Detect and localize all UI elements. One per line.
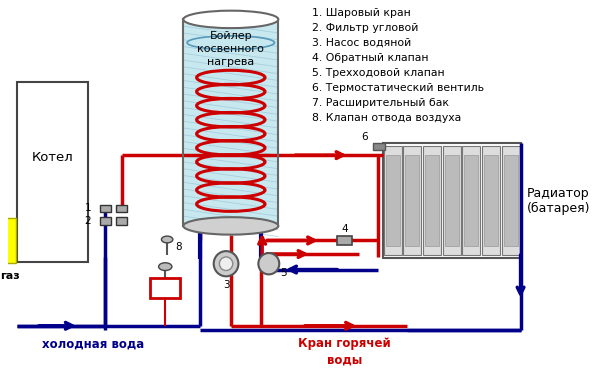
Bar [445,155,458,246]
Ellipse shape [187,36,275,49]
Text: 1: 1 [85,203,91,213]
Text: Бойлер
косвенного
нагрева: Бойлер косвенного нагрева [197,31,264,68]
Text: 7. Расширительный бак: 7. Расширительный бак [311,98,449,108]
Ellipse shape [184,11,278,28]
Bar [482,147,500,255]
Text: 7: 7 [161,283,169,293]
Text: 2: 2 [85,216,91,226]
Bar [464,155,478,246]
Bar [403,147,421,255]
Text: Котел: Котел [32,151,74,164]
Bar [443,147,461,255]
Text: 5. Трехходовой клапан: 5. Трехходовой клапан [311,68,444,78]
Bar [502,147,520,255]
Text: 5: 5 [280,268,286,278]
Text: Радиатор
(батарея): Радиатор (батарея) [527,187,591,215]
Bar [5,218,16,263]
Text: 8: 8 [175,242,181,252]
Bar [17,82,88,262]
Bar [384,147,401,255]
Bar [150,278,181,298]
Circle shape [220,257,233,270]
Bar [484,155,498,246]
Text: 3. Насос водяной: 3. Насос водяной [311,38,411,48]
Text: газ: газ [1,270,20,280]
Text: Кран горячей
воды: Кран горячей воды [298,337,391,367]
Text: холодная вода: холодная вода [42,337,144,351]
Text: 6. Термостатический вентиль: 6. Термостатический вентиль [311,83,484,93]
Bar [184,19,278,226]
Bar [423,147,441,255]
Circle shape [259,253,279,275]
Text: 6: 6 [361,132,368,142]
Text: 2. Фильтр угловой: 2. Фильтр угловой [311,23,418,33]
Bar [504,155,518,246]
Text: 8. Клапан отвода воздуха: 8. Клапан отвода воздуха [311,113,461,123]
Bar [463,147,480,255]
Bar [425,155,439,246]
Bar [100,204,111,212]
Bar [406,155,419,246]
Bar [383,144,521,258]
Bar [373,142,385,150]
Bar [116,204,127,212]
Bar [386,155,400,246]
Text: 1. Шаровый кран: 1. Шаровый кран [311,8,410,18]
Ellipse shape [158,263,172,270]
Bar [337,236,352,245]
Bar [184,19,278,226]
Ellipse shape [184,217,278,234]
Circle shape [214,251,238,276]
Text: 4: 4 [341,224,348,234]
Text: 4. Обратный клапан: 4. Обратный клапан [311,53,428,63]
Text: 3: 3 [223,280,229,290]
Bar [100,217,111,225]
Bar [116,217,127,225]
Ellipse shape [161,236,173,243]
